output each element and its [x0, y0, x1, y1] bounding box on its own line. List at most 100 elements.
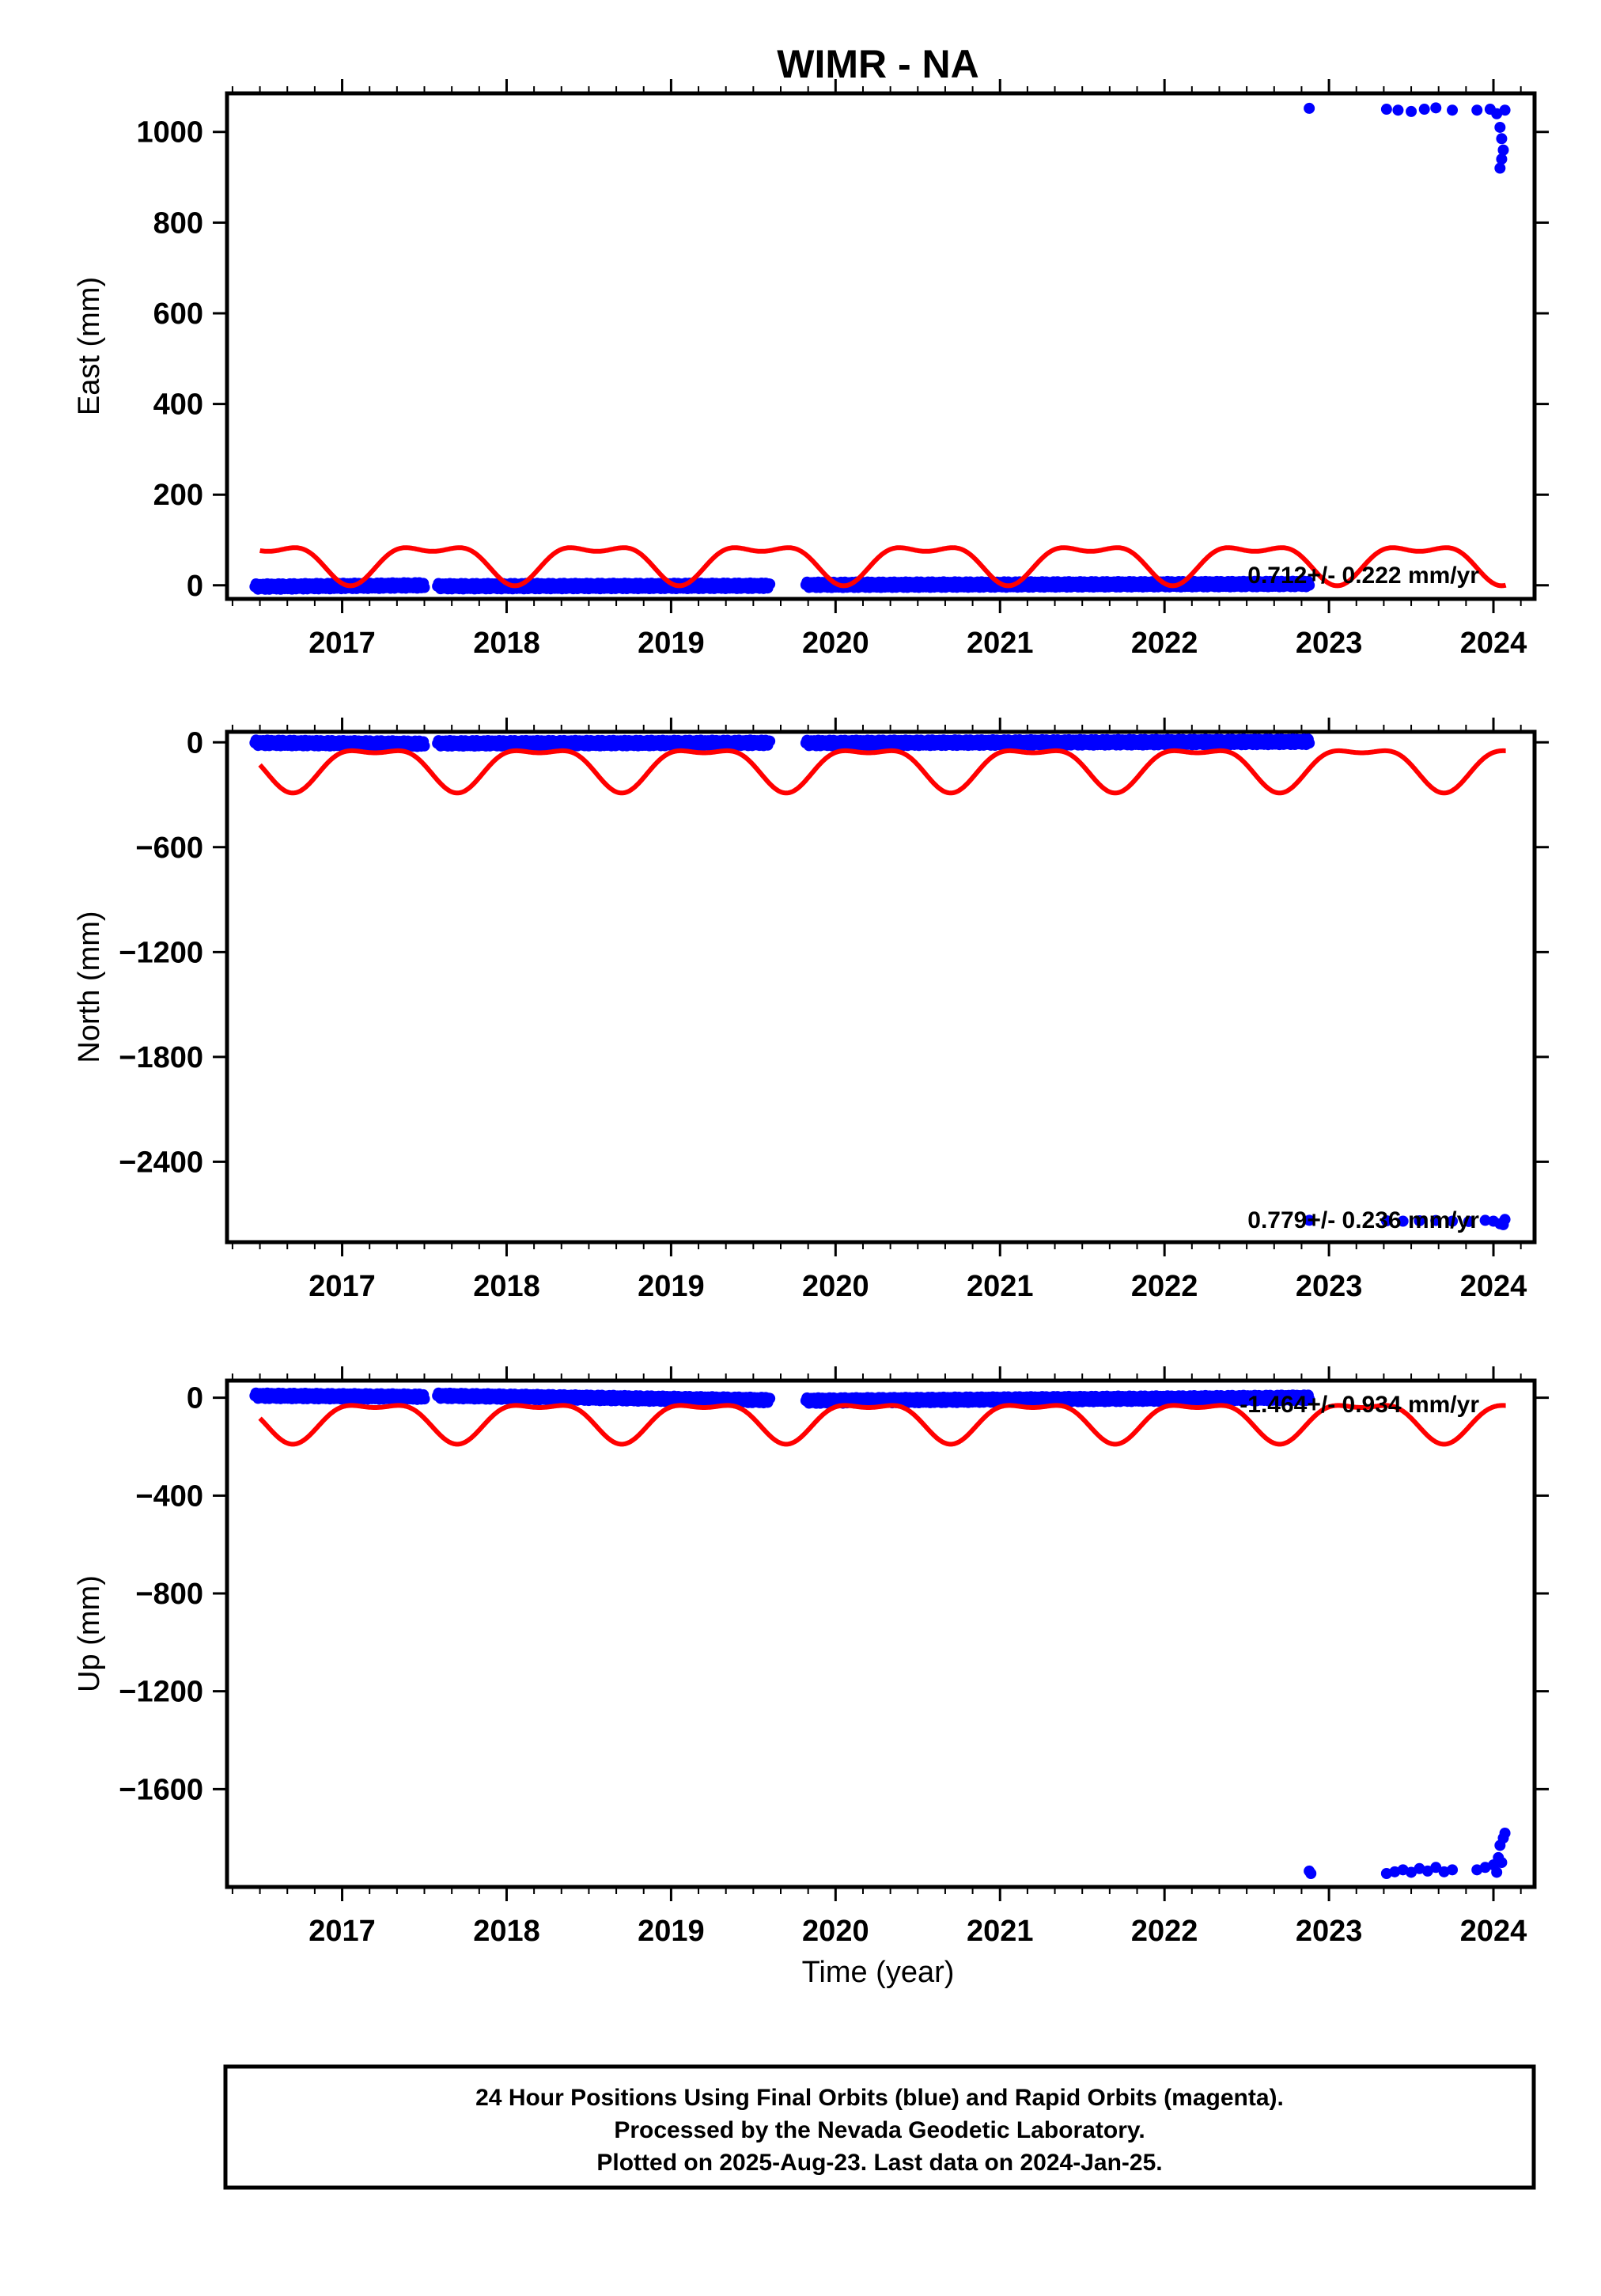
up-x-tick-label: 2017 [308, 1915, 376, 1948]
north-data-point [1479, 1214, 1491, 1226]
east-data-point [1418, 104, 1430, 116]
up-data-point [418, 1393, 430, 1405]
up-data-point [1499, 1827, 1511, 1839]
up-data-point [1491, 1866, 1503, 1878]
east-data-point [1447, 104, 1459, 116]
up-y-tick-label: −400 [135, 1480, 203, 1513]
x-axis-label: Time (year) [802, 1956, 955, 1989]
up-y-tick-label: 0 [187, 1382, 203, 1415]
up-data-layer [249, 1387, 1511, 1879]
east-y-axis-label: East (mm) [73, 277, 106, 415]
north-data-point [1304, 1214, 1315, 1226]
up-x-tick-label: 2023 [1296, 1915, 1363, 1948]
east-rate-label: 0.712+/- 0.222 mm/yr [1247, 563, 1479, 589]
east-data-point [1406, 105, 1417, 117]
east-y-tick-label: 1000 [136, 116, 203, 150]
up-y-tick-label: −1600 [119, 1773, 203, 1806]
north-panel: 2017 2018 2019 2020 2021 2022 2023 2024 0 −600 −12… [73, 718, 1549, 1303]
north-y-tick-label: −1800 [119, 1041, 203, 1074]
east-x-tick-label: 2023 [1296, 627, 1363, 660]
up-plot-frame [225, 1378, 1537, 1889]
east-x-tick-label: 2018 [473, 627, 540, 660]
north-data-point [1397, 1215, 1409, 1227]
north-x-tick-label: 2017 [308, 1270, 376, 1303]
panels: 2017 2018 2019 2020 2021 2022 2023 2024 0 200 400 6… [73, 79, 1549, 1948]
east-y-tick-label: 800 [153, 206, 203, 240]
east-data-point [1496, 153, 1508, 165]
up-rate-label: -1.464+/- 0.934 mm/yr [1240, 1392, 1479, 1418]
north-rate-label: 0.779+/- 0.236 mm/yr [1247, 1207, 1479, 1233]
north-y-tick-label: −600 [135, 832, 203, 865]
east-y-tick-label: 0 [187, 570, 203, 603]
north-y-tick-label: −1200 [119, 936, 203, 969]
north-data-point [418, 740, 430, 752]
north-x-tick-label: 2020 [802, 1270, 869, 1303]
up-data-point [1496, 1857, 1508, 1869]
north-data-point [1304, 737, 1315, 749]
east-data-point [1494, 121, 1506, 133]
up-x-tick-label: 2022 [1131, 1915, 1198, 1948]
up-y-tick-label: −800 [135, 1578, 203, 1611]
up-y-tick-label: −1200 [119, 1676, 203, 1709]
chart-title: WIMR - NA [777, 42, 979, 86]
east-data-point [1496, 133, 1508, 145]
up-x-tick-label: 2019 [638, 1915, 705, 1948]
east-data-point [1304, 579, 1315, 591]
north-x-tick-label: 2019 [638, 1270, 705, 1303]
north-data-point [1447, 1215, 1459, 1227]
north-data-point [764, 735, 776, 747]
up-data-point [764, 1392, 776, 1404]
up-x-tick-label: 2020 [802, 1915, 869, 1948]
east-data-point [1430, 102, 1442, 114]
north-data-layer [249, 733, 1511, 1230]
north-x-tick-label: 2023 [1296, 1270, 1363, 1303]
up-data-point [1430, 1862, 1442, 1874]
north-x-tick-label: 2024 [1460, 1270, 1527, 1303]
north-plot-frame [225, 729, 1537, 1245]
east-y-tick-label: 200 [153, 479, 203, 512]
footer-box [223, 2064, 1536, 2190]
up-y-axis-label: Up (mm) [73, 1575, 106, 1692]
east-x-tick-label: 2019 [638, 627, 705, 660]
north-y-tick-label: 0 [187, 726, 203, 760]
east-plot-frame [225, 91, 1537, 601]
east-x-tick-label: 2021 [967, 627, 1034, 660]
north-data-point [1463, 1215, 1474, 1227]
north-seasonal-model-line [258, 748, 1506, 796]
east-data-point [764, 578, 776, 590]
footer-line-1: 24 Hour Positions Using Final Orbits (bl… [475, 2085, 1284, 2111]
east-x-tick-label: 2017 [308, 627, 376, 660]
east-data-point [1497, 144, 1509, 156]
east-data-point [1499, 104, 1511, 116]
east-data-point [1304, 102, 1315, 114]
east-x-tick-label: 2024 [1460, 627, 1527, 660]
footer-line-3: Plotted on 2025-Aug-23. Last data on 202… [596, 2150, 1162, 2176]
up-x-tick-label: 2018 [473, 1915, 540, 1948]
north-x-tick-label: 2018 [473, 1270, 540, 1303]
north-y-axis-label: North (mm) [73, 911, 106, 1063]
north-data-point [1380, 1215, 1392, 1227]
north-x-tick-label: 2021 [967, 1270, 1034, 1303]
up-data-point [1304, 1393, 1315, 1405]
up-data-point [1447, 1864, 1459, 1876]
east-y-tick-label: 600 [153, 297, 203, 331]
east-data-point [1380, 104, 1392, 116]
east-data-layer [249, 102, 1511, 595]
east-x-tick-label: 2022 [1131, 627, 1198, 660]
up-x-tick-label: 2024 [1460, 1915, 1527, 1948]
north-data-point [1430, 1214, 1442, 1226]
up-panel: 2017 2018 2019 2020 2021 2022 2023 2024 0 −400 −80… [73, 1366, 1549, 1948]
up-x-tick-label: 2021 [967, 1915, 1034, 1948]
east-data-point [1494, 162, 1506, 174]
east-seasonal-model-line [259, 545, 1507, 589]
east-panel: 2017 2018 2019 2020 2021 2022 2023 2024 0 200 400 6… [73, 79, 1549, 660]
east-data-point [418, 582, 430, 593]
east-x-tick-label: 2020 [802, 627, 869, 660]
footer-line-2: Processed by the Nevada Geodetic Laborat… [614, 2117, 1145, 2143]
up-seasonal-model-line [258, 1403, 1506, 1447]
north-data-point [1414, 1215, 1425, 1227]
east-data-point [1471, 104, 1483, 116]
up-data-point [1380, 1867, 1392, 1879]
up-data-point [1305, 1867, 1317, 1879]
